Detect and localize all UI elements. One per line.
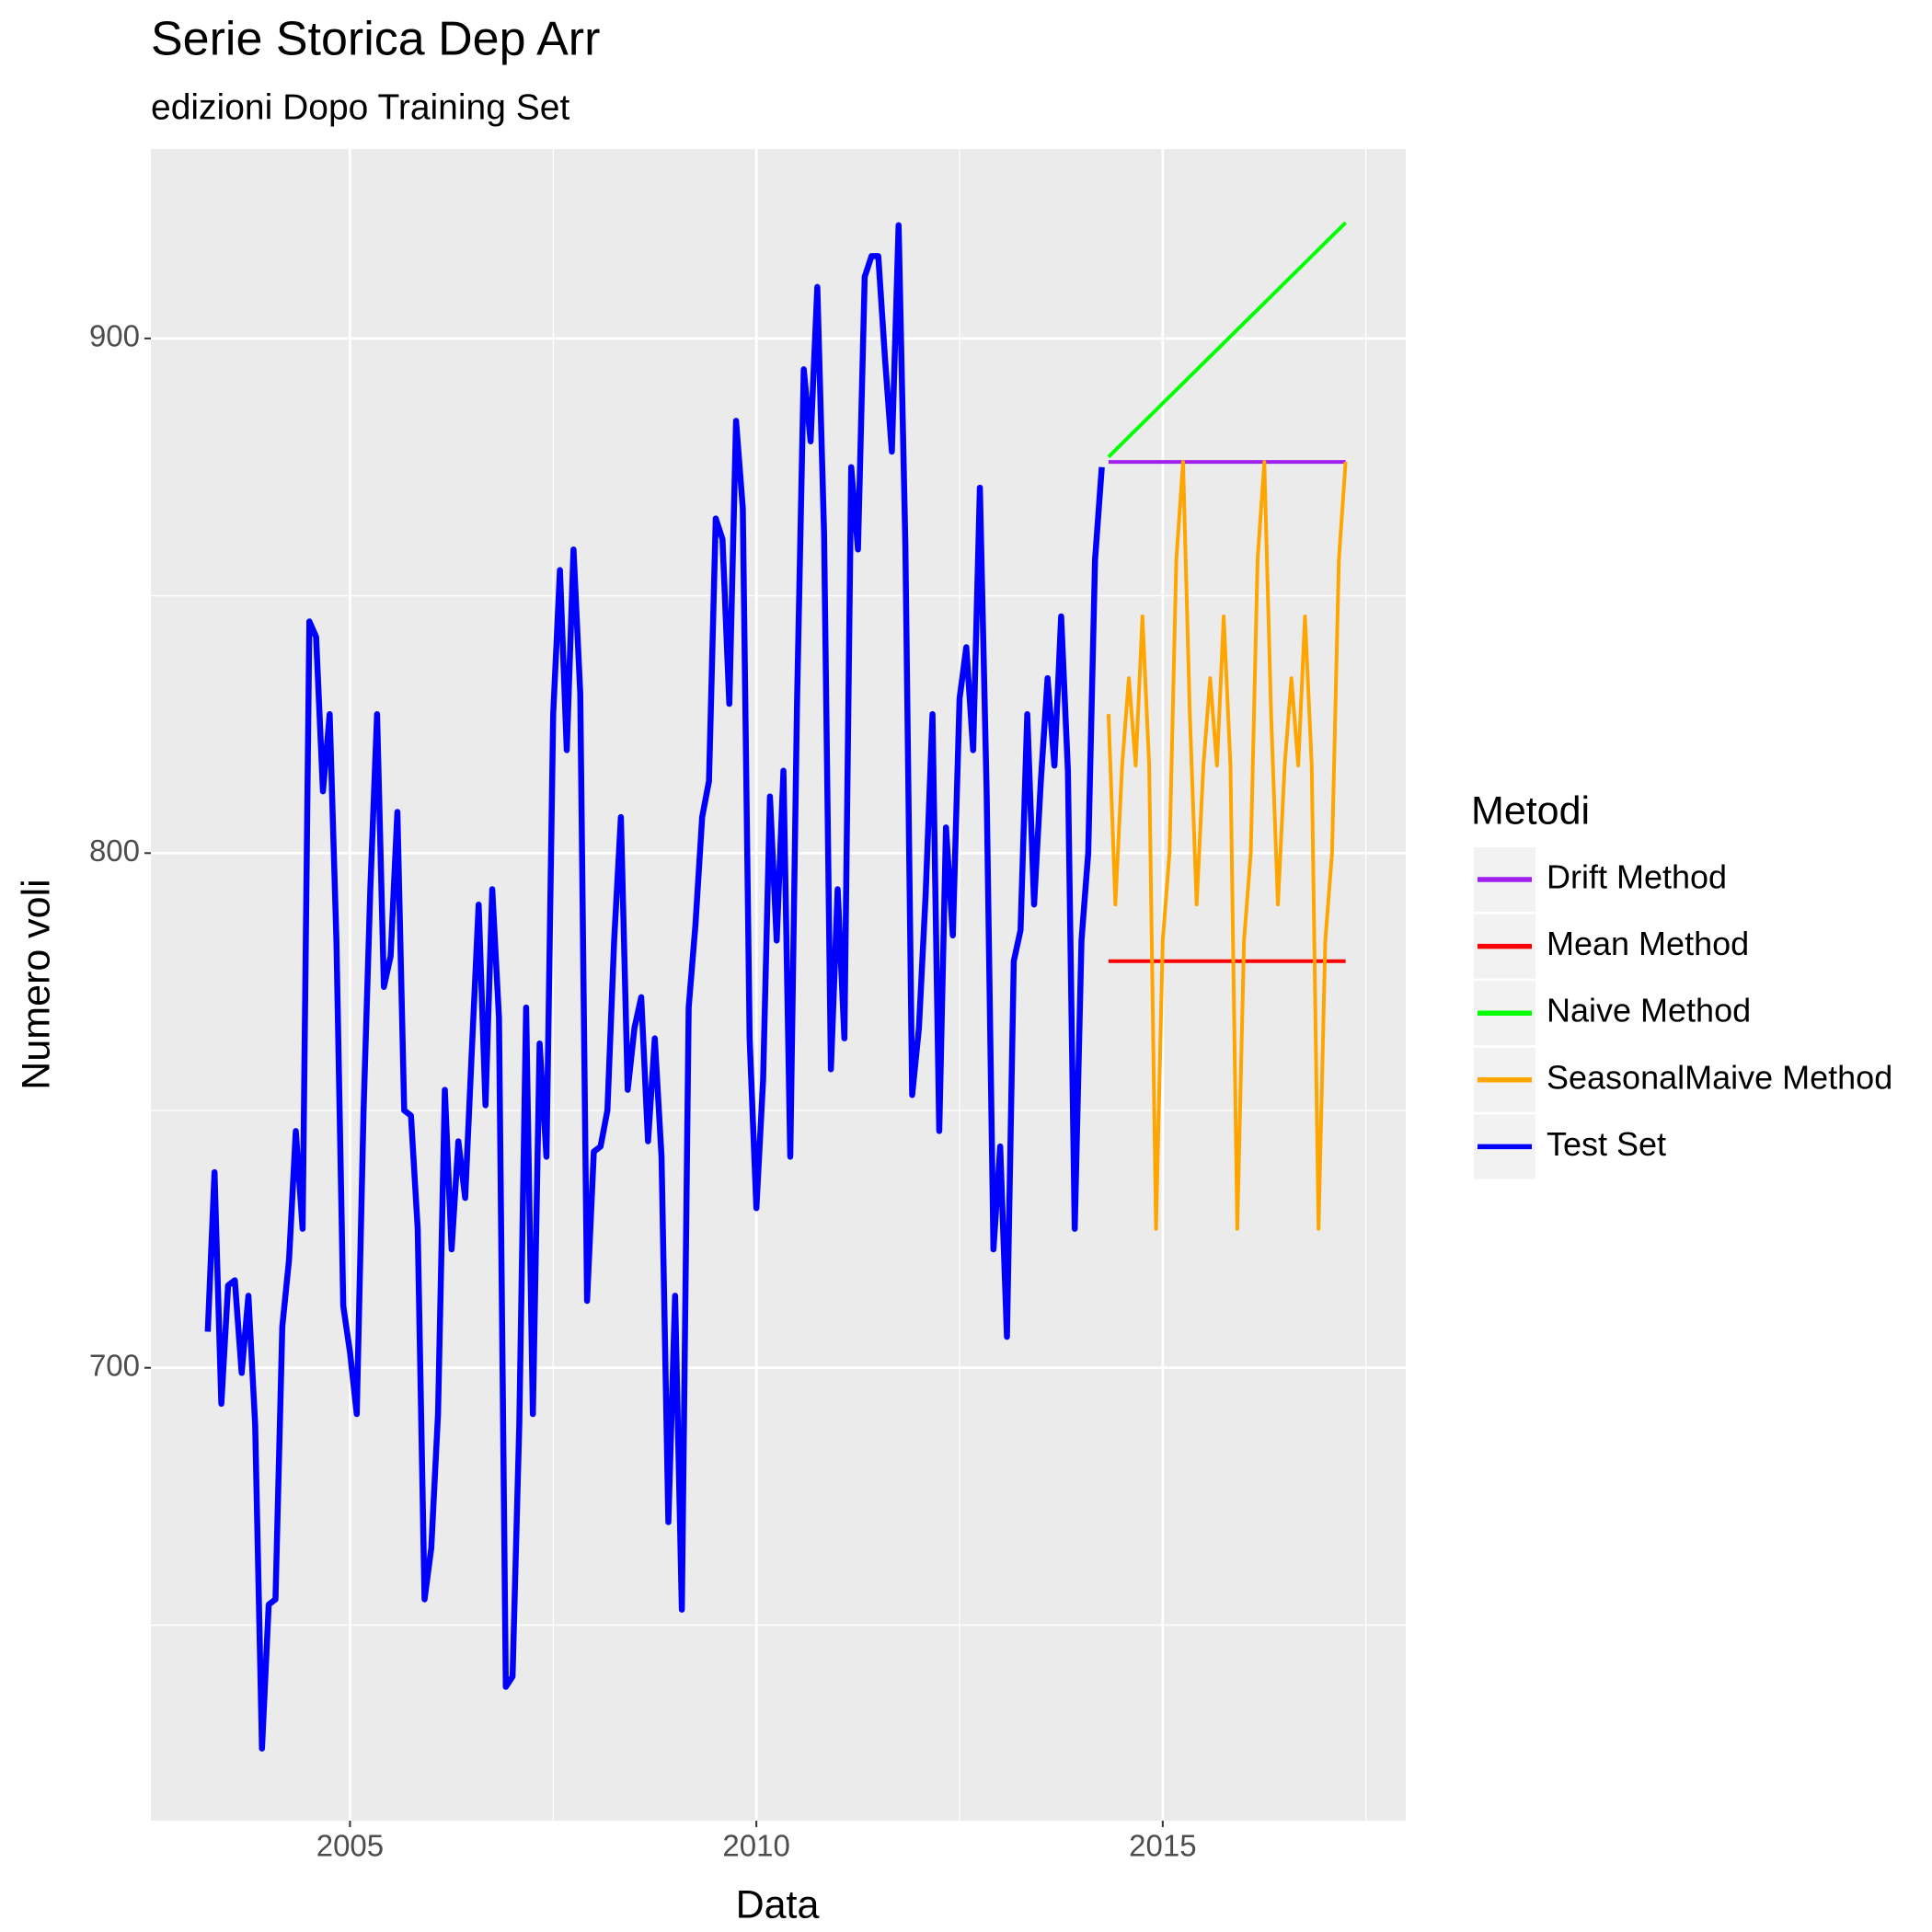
legend-label: Naive Method [1547, 992, 1751, 1029]
y-tick-label: 800 [89, 834, 140, 868]
x-axis-label: Data [736, 1882, 820, 1926]
y-axis-label: Numero voli [14, 879, 58, 1089]
plot-background [151, 149, 1406, 1821]
series-line [204, 222, 1105, 1752]
y-tick-label: 700 [89, 1348, 140, 1382]
legend-label: Drift Method [1547, 858, 1727, 896]
legend-label: SeasonalMaive Method [1547, 1058, 1892, 1096]
y-tick-label: 900 [89, 319, 140, 353]
legend-title: Metodi [1471, 788, 1590, 833]
legend-label: Mean Method [1547, 925, 1749, 962]
legend-label: Test Set [1547, 1125, 1666, 1163]
series-line [1106, 460, 1348, 1231]
chart-title: Serie Storica Dep Arr [151, 13, 600, 66]
chart-subtitle: edizioni Dopo Training Set [151, 87, 569, 127]
series-line [1107, 221, 1348, 458]
x-tick-label: 2005 [316, 1829, 384, 1863]
x-tick-label: 2010 [722, 1829, 789, 1863]
x-tick-label: 2015 [1129, 1829, 1196, 1863]
